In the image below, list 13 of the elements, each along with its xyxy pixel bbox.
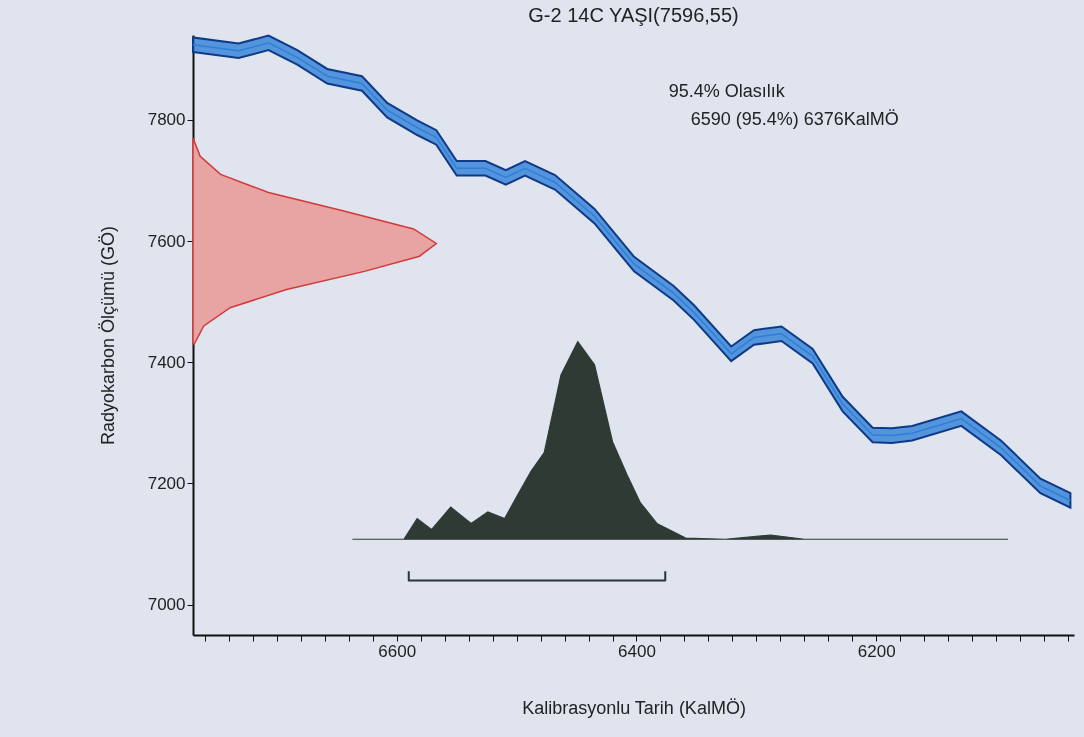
x-tick-label: 6400 — [618, 641, 656, 661]
y-tick-label: 7600 — [147, 231, 186, 251]
chart-title: G-2 14C YAŞI(7596,55) — [528, 3, 739, 26]
x-tick-label: 6200 — [857, 641, 896, 661]
annotation: 6590 (95.4%) 6376KalMÖ — [690, 109, 899, 129]
x-tick-label: 6600 — [378, 641, 417, 661]
y-tick-label: 7000 — [147, 595, 186, 615]
y-tick-label: 7800 — [147, 110, 186, 130]
y-axis-title: Radyokarbon Ölçümü (GÖ) — [97, 225, 118, 446]
x-axis-title: Kalibrasyonlu Tarih (KalMÖ) — [522, 697, 746, 718]
y-tick-label: 7200 — [147, 473, 186, 493]
y-tick-label: 7400 — [147, 352, 186, 372]
annotation: 95.4% Olasılık — [668, 81, 786, 101]
